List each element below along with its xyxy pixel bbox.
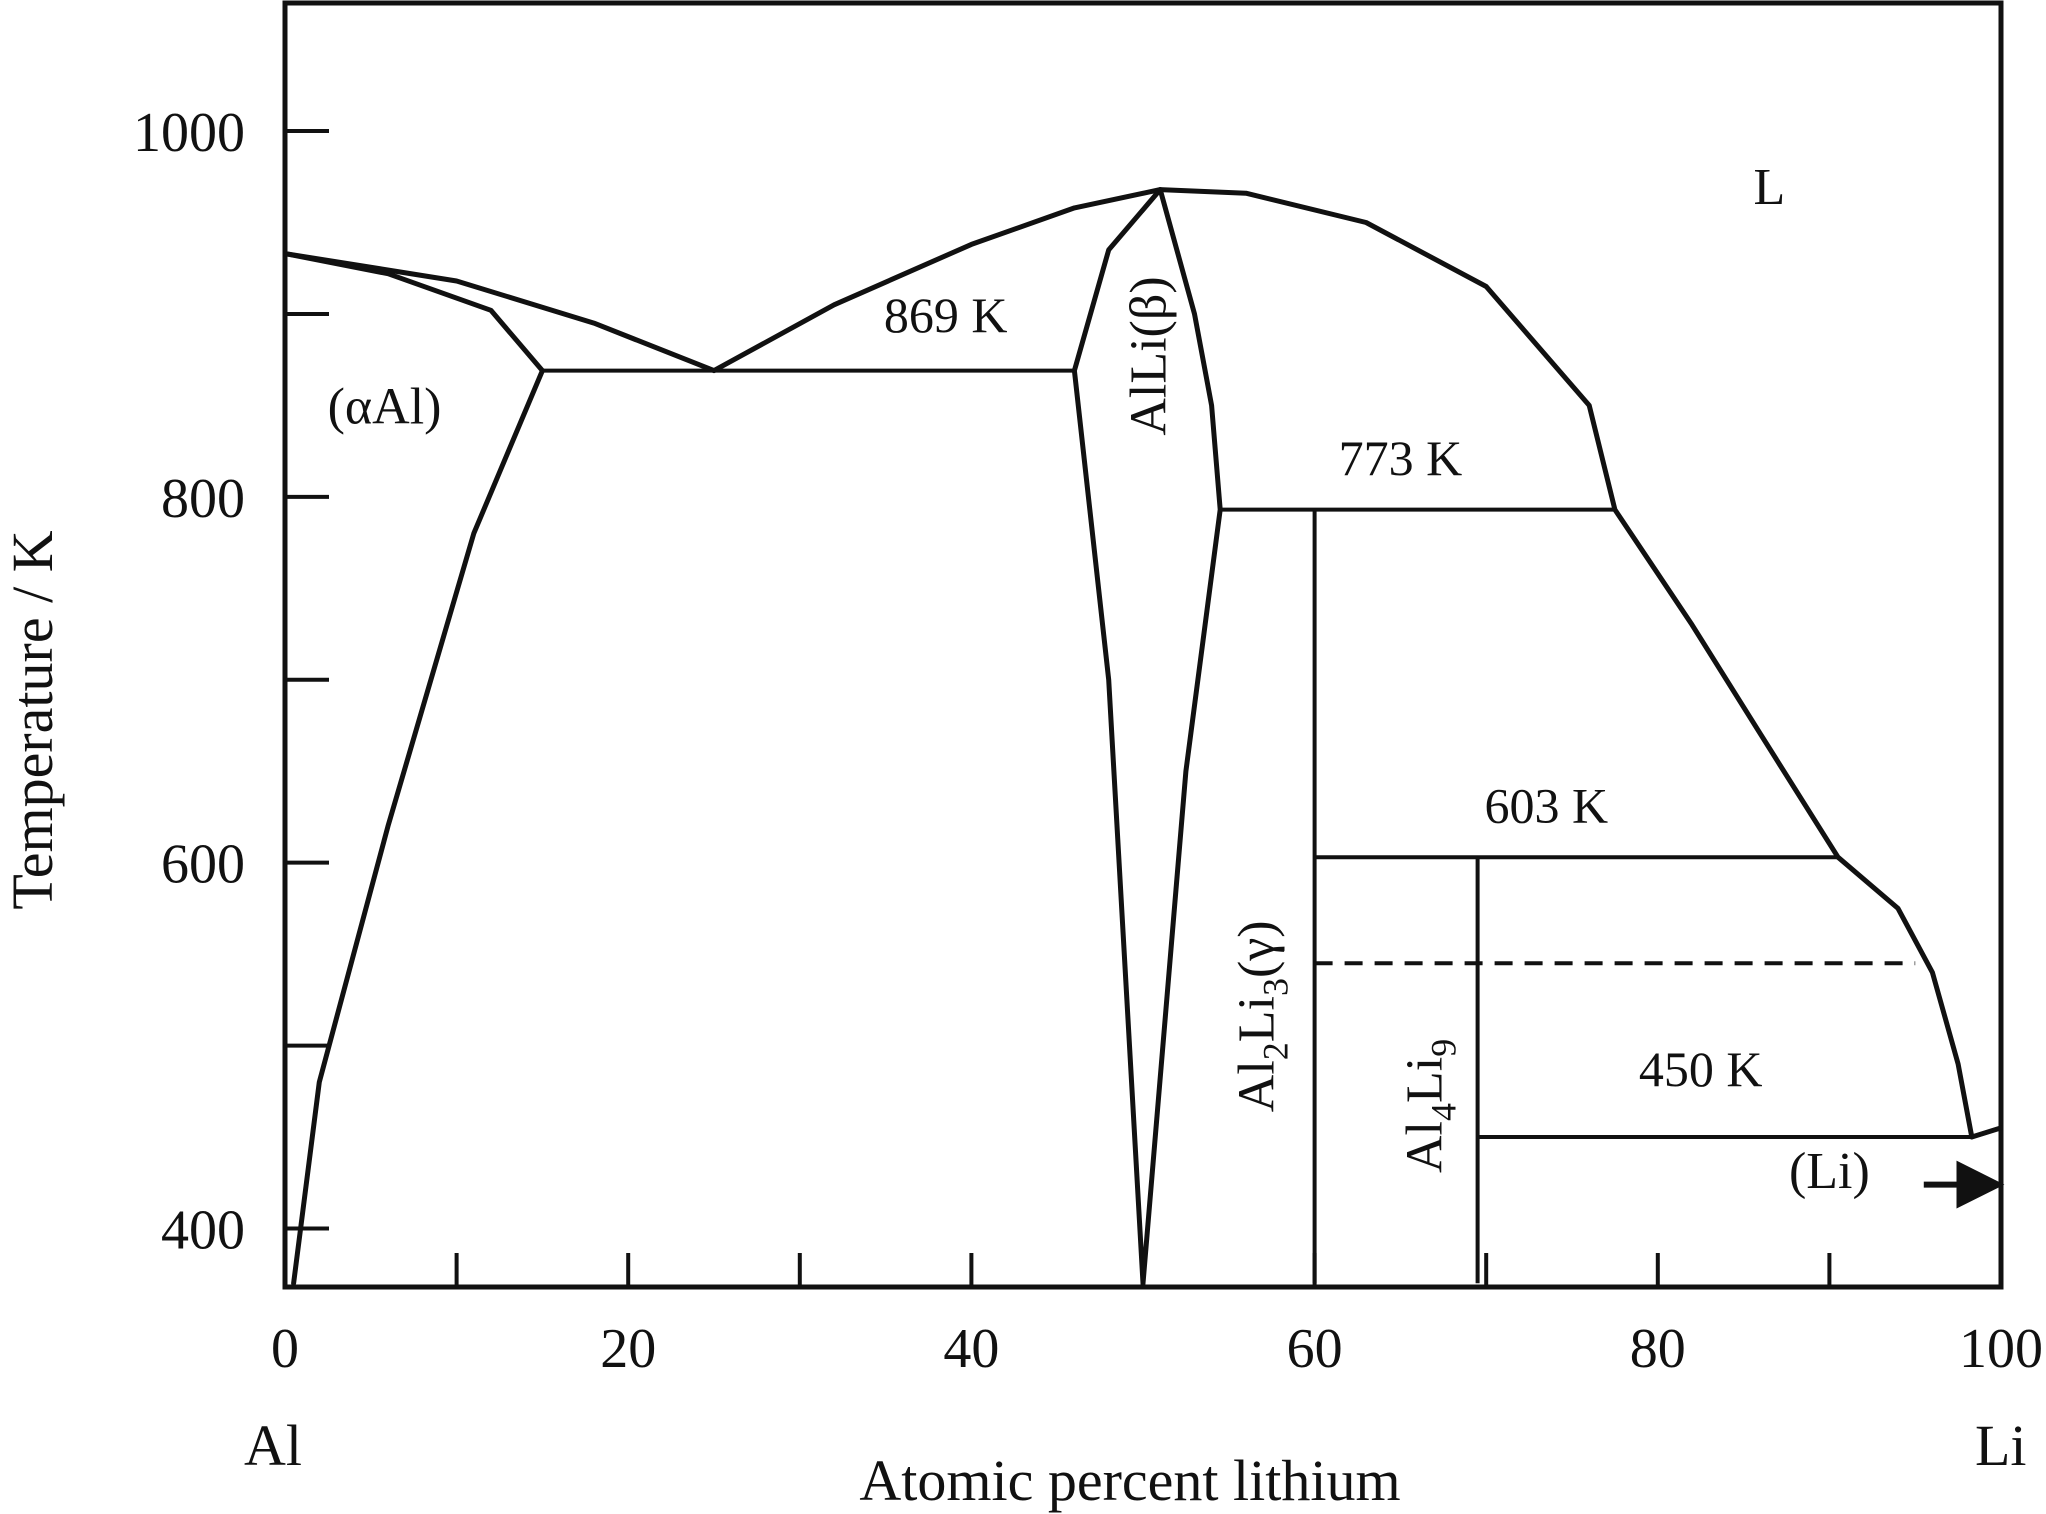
x-tick-label: 20: [600, 1318, 656, 1380]
vertical-phase-label: AlLi(β): [1120, 276, 1177, 435]
vertical-phase-label: Al2Li3(γ): [1228, 920, 1295, 1112]
phase-annotation: 773 K: [1339, 430, 1463, 486]
axis-ticks: 0 20 40 60 80 100 1000 800 600 400: [133, 102, 2043, 1380]
vertical-phase-label: Al4Li9: [1397, 1039, 1464, 1173]
phase-annotation: (Li): [1789, 1143, 1870, 1200]
phase-labels: L (αAl) 869 K 773 K 603 K 450 K (Li): [328, 159, 2005, 1209]
phase-annotation: 603 K: [1484, 777, 1608, 833]
x-axis-title: Atomic percent lithium: [859, 1448, 1400, 1513]
phase-boundary-line: [282, 251, 717, 374]
y-tick-label: 600: [161, 834, 245, 896]
x-tick-label: 80: [1630, 1318, 1686, 1380]
phase-boundary-line: [711, 187, 2004, 1140]
y-tick-label: 400: [161, 1199, 245, 1261]
vertical-phase-labels: AlLi(β) Al2Li3(γ) Al4Li9: [1120, 276, 1463, 1173]
phase-annotation: 869 K: [884, 287, 1008, 343]
phase-annotation: 450 K: [1639, 1041, 1763, 1097]
x-tick-label: 40: [943, 1318, 999, 1380]
phase-boundary-line: [1140, 187, 1223, 1286]
phase-annotation: (αAl): [328, 379, 442, 436]
left-end-label-al: Al: [244, 1413, 302, 1478]
y-axis-title: Temperature / K: [0, 530, 65, 909]
x-tick-label: 60: [1287, 1318, 1343, 1380]
x-tick-label: 100: [1959, 1318, 2043, 1380]
x-tick-label: 0: [271, 1318, 299, 1380]
y-tick-label: 1000: [133, 102, 245, 164]
phase-annotation: L: [1753, 159, 1785, 216]
phase-boundaries: [282, 187, 2004, 1286]
right-end-label-li: Li: [1975, 1413, 2027, 1478]
phase-boundary-line: [291, 368, 545, 1286]
y-tick-label: 800: [161, 468, 245, 530]
